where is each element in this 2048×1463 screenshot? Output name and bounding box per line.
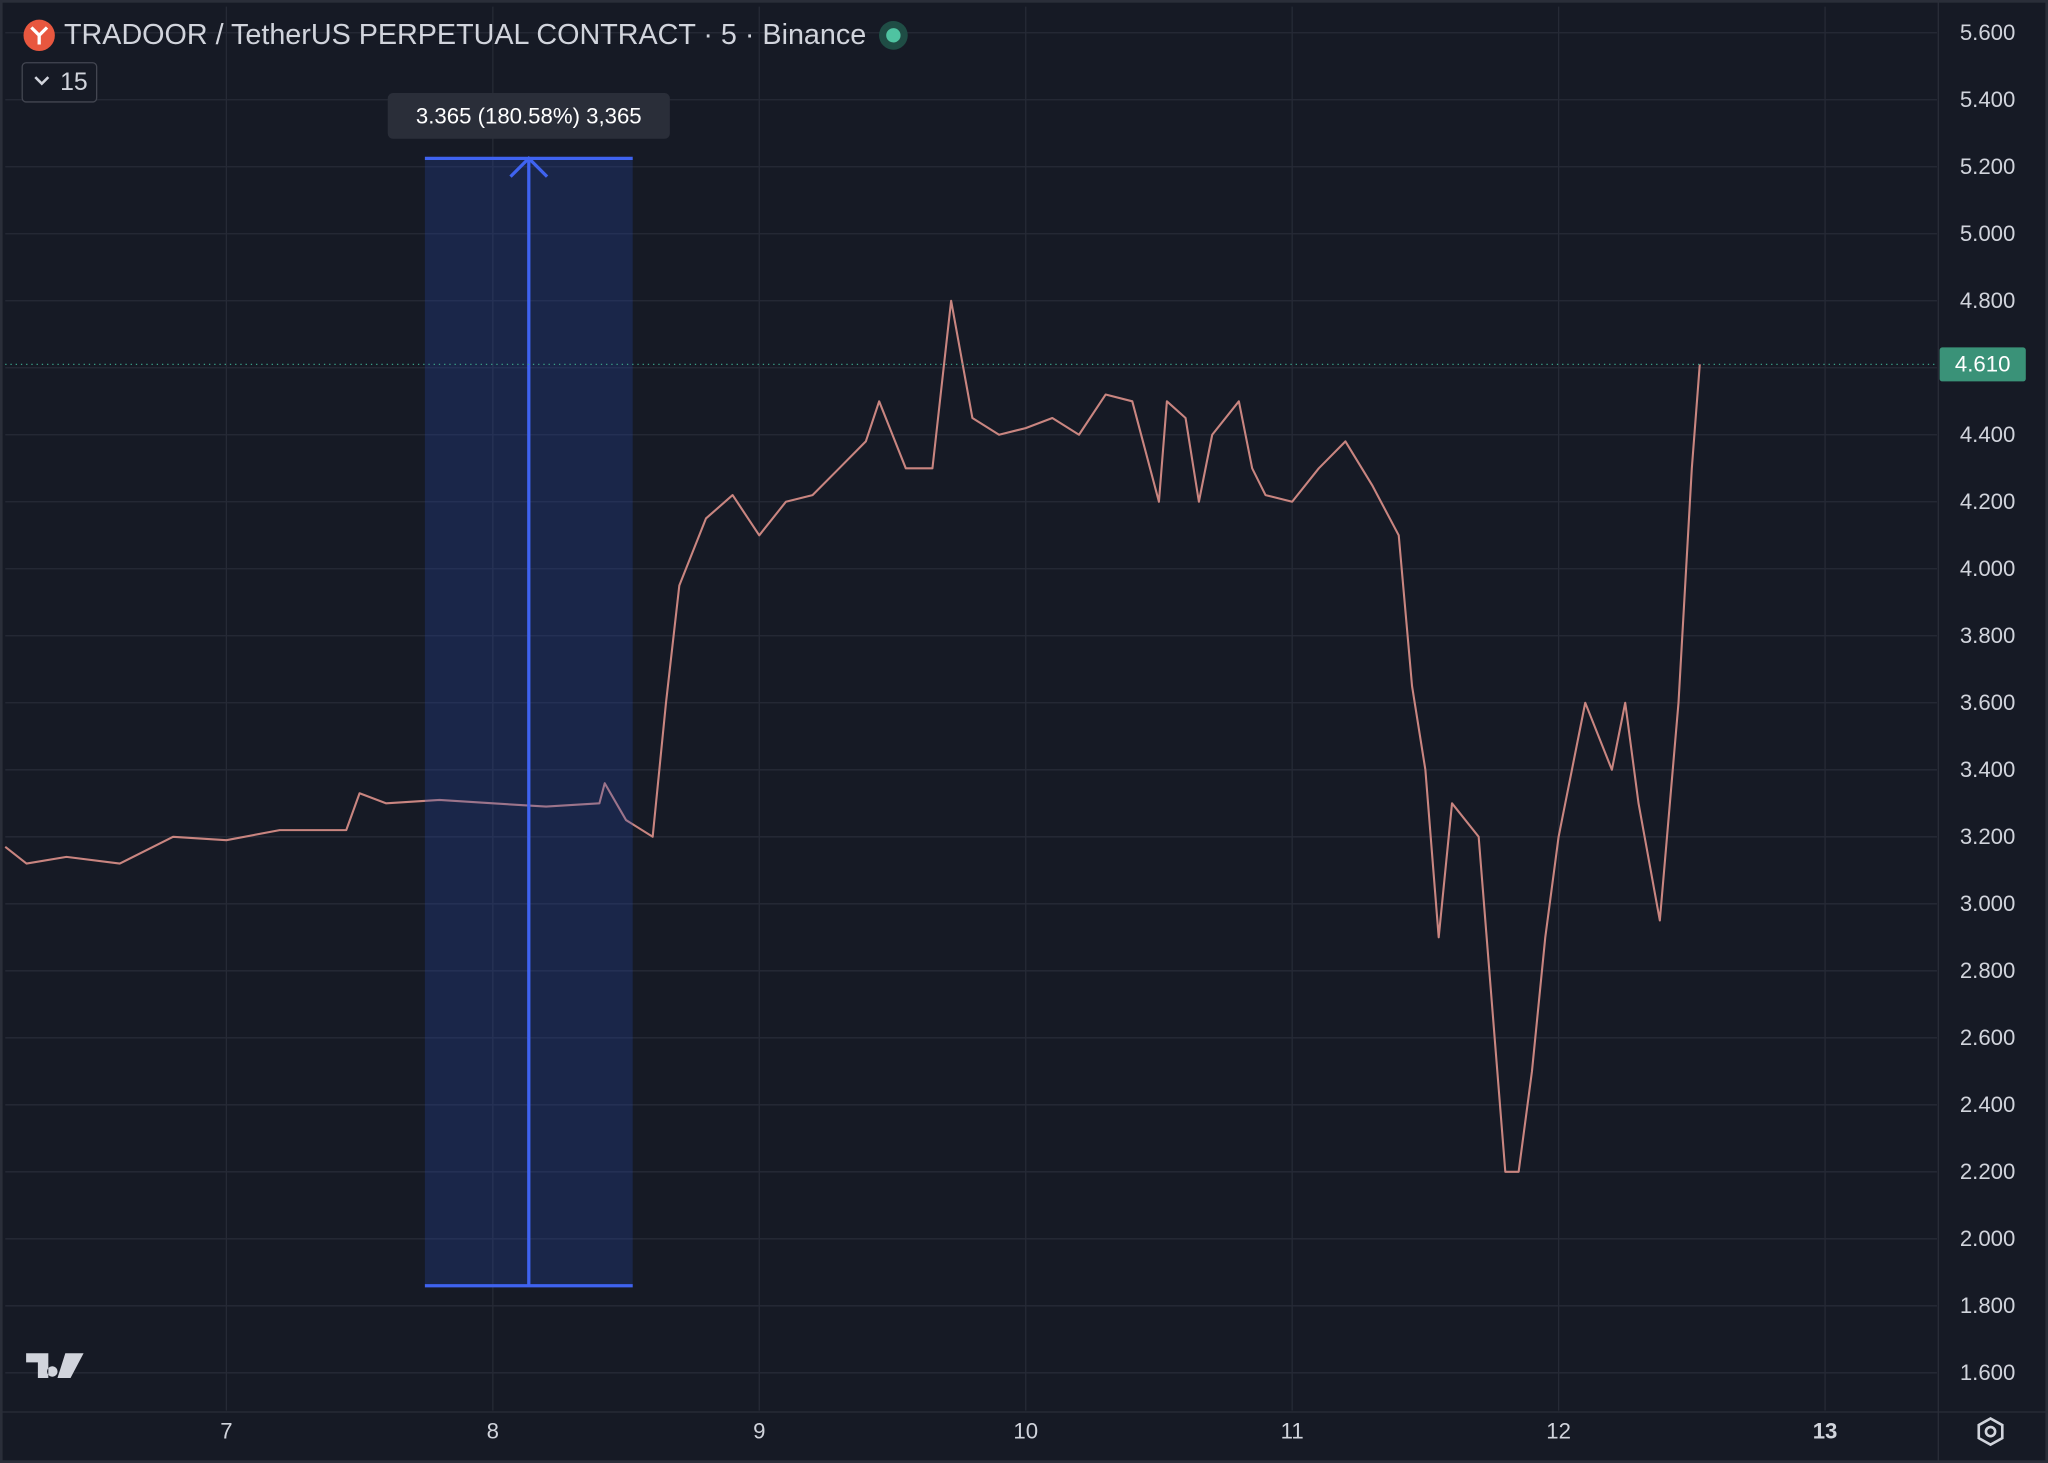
x-tick-label: 13 [1813,1419,1838,1444]
plot [4,299,1701,1173]
x-tick-label: 7 [220,1419,232,1444]
y-tick-label: 2.400 [1960,1092,2016,1117]
y-tick-label: 4.000 [1960,556,2016,581]
measure-label: 3.365 (180.58%) 3,365 [416,104,642,129]
y-tick-label: 1.800 [1960,1293,2016,1318]
y-tick-label: 1.600 [1960,1360,2016,1385]
y-tick-label: 3.400 [1960,757,2016,782]
price-line [4,299,1701,1173]
measure-label-box [387,93,670,139]
settings-icon[interactable] [1977,1417,2004,1447]
dropdown-chevron [34,76,50,86]
x-tick-label: 12 [1546,1419,1571,1444]
settings-center[interactable] [1984,1425,1997,1438]
measure-arrowhead [509,156,549,178]
interval-label: 15 [60,69,88,96]
tradingview-logo [26,1353,84,1379]
y-tick-label: 3.200 [1960,824,2016,849]
y-tick-label: 2.200 [1960,1159,2016,1184]
y-tick-label: 2.800 [1960,958,2016,983]
x-tick-label: 8 [487,1419,499,1444]
y-tick-label: 5.200 [1960,154,2016,179]
settings-hex[interactable] [1977,1417,2004,1447]
y-tick-label: 5.000 [1960,221,2016,246]
y-tick-label: 5.600 [1960,20,2016,45]
grid [5,6,1937,1411]
y-tick-label: 4.800 [1960,288,2016,313]
y-tick-label: 3.800 [1960,623,2016,648]
y-tick-label: 5.400 [1960,87,2016,112]
interval-dropdown[interactable] [21,62,98,103]
x-tick-label: 10 [1013,1419,1038,1444]
x-tick-label: 9 [753,1419,765,1444]
last-price-box [1939,347,2026,382]
y-tick-label: 3.000 [1960,891,2016,916]
overlay: 3.365 (180.58%) 3,365 [5,93,1937,1288]
y-tick-label: 3.600 [1960,690,2016,715]
y-tick-label: 2.000 [1960,1226,2016,1251]
y-tick-label: 2.600 [1960,1025,2016,1050]
chart-title: TRADOOR / TetherUS PERPETUAL CONTRACT · … [64,19,866,51]
y-tick-label: 4.200 [1960,489,2016,514]
last-price-label: 4.610 [1955,352,2011,377]
symbol-icon-glyph [30,26,49,45]
status-dot [886,28,901,43]
x-tick-label: 11 [1281,1419,1304,1444]
y-tick-label: 4.400 [1960,422,2016,447]
